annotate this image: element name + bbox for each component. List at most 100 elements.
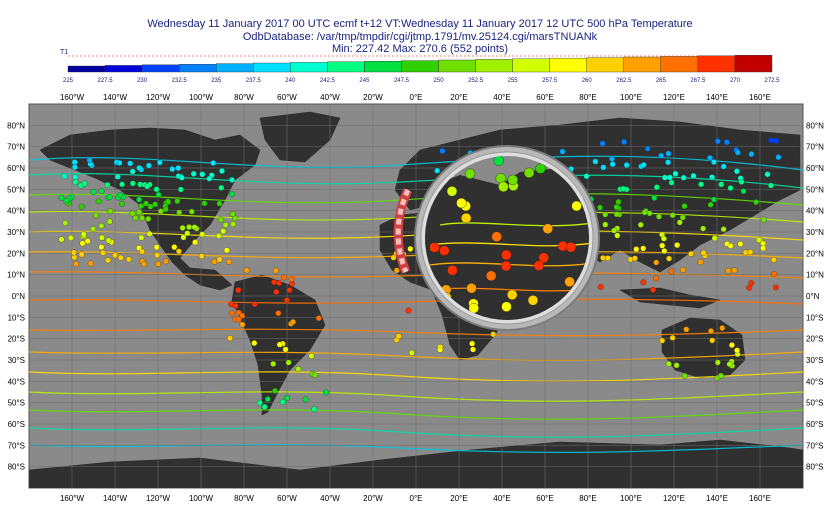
station-point [275, 310, 282, 317]
station-point [191, 224, 198, 231]
station-point [72, 179, 79, 186]
station-point [71, 164, 78, 171]
station-point [112, 252, 118, 259]
longitude-label-bottom: 160°W [60, 494, 85, 503]
station-point [311, 372, 318, 379]
graticule [29, 104, 803, 488]
station-point [147, 203, 154, 210]
station-point [98, 244, 105, 251]
station-point [84, 238, 91, 245]
station-point [613, 204, 620, 211]
station-point [658, 152, 665, 159]
station-point [623, 162, 630, 169]
station-point [199, 171, 206, 178]
station-point [78, 203, 85, 210]
station-point [665, 159, 672, 166]
station-point [714, 359, 721, 366]
station-point [138, 203, 145, 210]
station-point [175, 165, 182, 171]
loupe-station-point [523, 167, 535, 179]
station-point [602, 221, 609, 228]
station-point [198, 253, 205, 260]
station-point [211, 258, 218, 265]
longitude-label-bottom: 60°E [536, 494, 553, 503]
station-point [132, 214, 139, 221]
station-point [665, 150, 672, 157]
station-point [615, 198, 622, 205]
station-point [239, 321, 246, 328]
station-point [613, 211, 620, 218]
station-point [81, 180, 88, 187]
station-point [323, 389, 330, 396]
station-point [602, 211, 609, 218]
station-point [116, 159, 123, 166]
land-greenland [259, 111, 341, 163]
station-point [152, 201, 159, 208]
station-point [393, 267, 400, 274]
station-point [775, 154, 782, 161]
station-point [145, 215, 152, 222]
station-point [611, 227, 618, 234]
station-point [156, 159, 163, 166]
station-point [138, 234, 145, 241]
station-point [659, 242, 666, 249]
station-point [199, 231, 206, 238]
station-point [720, 226, 727, 233]
station-point [709, 174, 716, 181]
latitude-label-right: 70°N [806, 143, 824, 152]
station-point [753, 199, 760, 206]
station-point [727, 185, 734, 191]
station-point [79, 240, 86, 247]
station-point [734, 149, 741, 156]
station-point [659, 337, 666, 344]
station-point [673, 362, 680, 369]
station-point [283, 297, 290, 304]
station-point [153, 244, 160, 251]
chart-title: Wednesday 11 January 2017 00 UTC ecmf t+… [0, 0, 840, 56]
legend-tick-label: 252.5 [468, 78, 484, 84]
station-point [672, 170, 679, 177]
loupe-station-point [439, 245, 450, 256]
latitude-label-right: 50°N [806, 185, 824, 194]
legend-color-boxes [67, 55, 773, 73]
station-point [98, 222, 105, 229]
latitude-label-right: 50°S [806, 399, 823, 408]
station-point [58, 194, 65, 201]
station-point [70, 249, 77, 256]
legend-tick-label: 255 [508, 78, 519, 84]
loupe-station-point [507, 174, 518, 186]
station-point [153, 186, 160, 193]
latitude-label-left: 30°N [7, 228, 25, 237]
station-point [251, 340, 258, 347]
latitude-label-left: 30°S [8, 356, 25, 365]
station-point [669, 212, 676, 219]
longitude-label-top: 120°E [663, 93, 685, 102]
station-point [271, 279, 278, 286]
loupe-station-point [542, 223, 553, 234]
station-point [90, 188, 97, 195]
station-point [723, 139, 730, 146]
longitude-label-top: 160°W [60, 93, 85, 102]
station-point [559, 148, 566, 155]
station-point [215, 232, 222, 239]
station-point [216, 200, 223, 207]
station-point [279, 399, 286, 405]
longitude-label-top: 0°E [410, 93, 423, 102]
station-point [276, 341, 283, 348]
station-point [219, 168, 225, 174]
station-point [141, 261, 147, 267]
longitude-label-top: 100°E [620, 93, 642, 102]
longitude-label-bottom: 160°E [749, 494, 771, 503]
station-point [72, 174, 79, 181]
station-point [641, 209, 648, 216]
longitude-label-top: 120°W [146, 93, 171, 102]
latitude-label-right: 70°S [806, 441, 823, 450]
station-point [631, 255, 638, 262]
station-point [282, 346, 289, 353]
station-point [216, 256, 223, 263]
station-point [78, 251, 85, 258]
station-point [273, 288, 280, 295]
latitude-label-left: 20°N [7, 249, 25, 258]
station-point [276, 280, 283, 286]
